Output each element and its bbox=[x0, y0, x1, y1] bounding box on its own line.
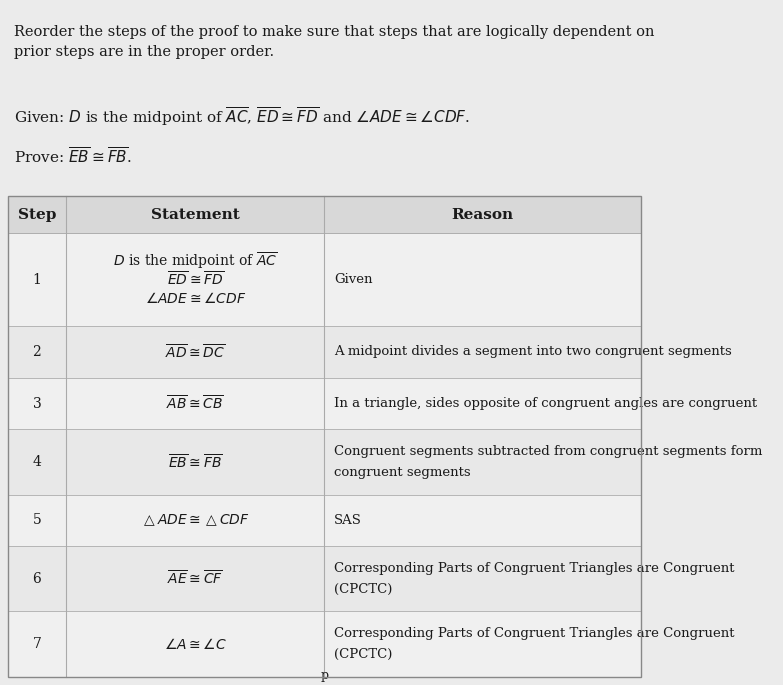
FancyBboxPatch shape bbox=[8, 234, 641, 326]
FancyBboxPatch shape bbox=[8, 196, 641, 234]
Text: $D$ is the midpoint of $\overline{AC}$: $D$ is the midpoint of $\overline{AC}$ bbox=[113, 251, 277, 271]
FancyBboxPatch shape bbox=[8, 495, 641, 546]
Text: 1: 1 bbox=[32, 273, 41, 287]
Text: Reason: Reason bbox=[452, 208, 514, 221]
Text: Prove: $\overline{EB} \cong \overline{FB}$.: Prove: $\overline{EB} \cong \overline{FB… bbox=[14, 147, 132, 167]
Text: (CPCTC): (CPCTC) bbox=[334, 582, 392, 595]
Text: $\overline{ED} \cong \overline{FD}$: $\overline{ED} \cong \overline{FD}$ bbox=[167, 271, 224, 289]
FancyBboxPatch shape bbox=[8, 326, 641, 377]
Text: A midpoint divides a segment into two congruent segments: A midpoint divides a segment into two co… bbox=[334, 345, 732, 358]
Text: In a triangle, sides opposite of congruent angles are congruent: In a triangle, sides opposite of congrue… bbox=[334, 397, 757, 410]
Text: 7: 7 bbox=[32, 637, 41, 651]
FancyBboxPatch shape bbox=[8, 612, 641, 677]
Text: $\triangle ADE \cong \triangle CDF$: $\triangle ADE \cong \triangle CDF$ bbox=[141, 512, 250, 528]
Text: $\angle ADE \cong \angle CDF$: $\angle ADE \cong \angle CDF$ bbox=[145, 291, 246, 306]
Text: 4: 4 bbox=[32, 455, 41, 469]
Text: Statement: Statement bbox=[151, 208, 240, 221]
Text: Given: $D$ is the midpoint of $\overline{AC}$, $\overline{ED} \cong \overline{FD: Given: $D$ is the midpoint of $\overline… bbox=[14, 105, 471, 128]
Text: $\overline{EB} \cong \overline{FB}$: $\overline{EB} \cong \overline{FB}$ bbox=[168, 453, 222, 471]
Text: 3: 3 bbox=[33, 397, 41, 410]
Text: SAS: SAS bbox=[334, 514, 362, 527]
Text: (CPCTC): (CPCTC) bbox=[334, 648, 392, 661]
Text: Given: Given bbox=[334, 273, 373, 286]
FancyBboxPatch shape bbox=[8, 377, 641, 429]
Text: $\overline{AD} \cong \overline{DC}$: $\overline{AD} \cong \overline{DC}$ bbox=[165, 342, 226, 361]
Text: 2: 2 bbox=[33, 345, 41, 359]
Text: 6: 6 bbox=[33, 572, 41, 586]
Text: Reorder the steps of the proof to make sure that steps that are logically depend: Reorder the steps of the proof to make s… bbox=[14, 25, 655, 59]
Text: $\angle A \cong \angle C$: $\angle A \cong \angle C$ bbox=[164, 636, 227, 651]
Text: Corresponding Parts of Congruent Triangles are Congruent: Corresponding Parts of Congruent Triangl… bbox=[334, 562, 734, 575]
FancyBboxPatch shape bbox=[8, 429, 641, 495]
Text: Step: Step bbox=[18, 208, 56, 221]
Text: $\overline{AB} \cong \overline{CB}$: $\overline{AB} \cong \overline{CB}$ bbox=[166, 395, 224, 412]
Text: Congruent segments subtracted from congruent segments form: Congruent segments subtracted from congr… bbox=[334, 445, 763, 458]
Text: Corresponding Parts of Congruent Triangles are Congruent: Corresponding Parts of Congruent Triangl… bbox=[334, 627, 734, 640]
Text: congruent segments: congruent segments bbox=[334, 466, 471, 479]
Text: 5: 5 bbox=[33, 513, 41, 527]
FancyBboxPatch shape bbox=[8, 546, 641, 612]
Text: $\overline{AE} \cong \overline{CF}$: $\overline{AE} \cong \overline{CF}$ bbox=[168, 570, 223, 588]
Text: p: p bbox=[320, 669, 329, 682]
